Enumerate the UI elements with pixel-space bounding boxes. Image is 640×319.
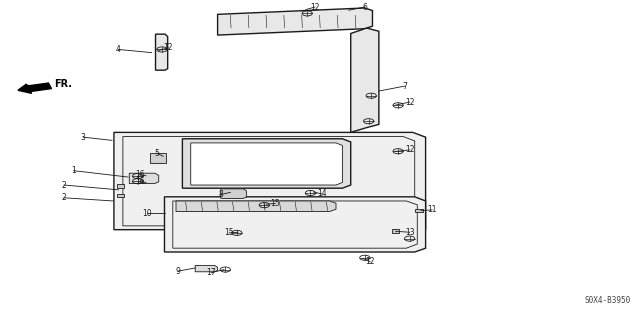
Text: 4: 4: [116, 45, 121, 54]
Text: 12: 12: [310, 3, 319, 11]
Polygon shape: [195, 265, 218, 272]
Polygon shape: [218, 8, 372, 35]
Polygon shape: [351, 28, 379, 132]
Text: 8: 8: [218, 190, 223, 199]
Polygon shape: [191, 143, 342, 185]
Text: FR.: FR.: [54, 78, 72, 89]
Text: 12: 12: [405, 98, 414, 107]
Text: 7: 7: [402, 82, 407, 91]
Polygon shape: [164, 197, 426, 252]
Polygon shape: [182, 139, 351, 188]
Text: S0X4-B3950: S0X4-B3950: [584, 296, 630, 305]
Polygon shape: [173, 201, 417, 248]
Text: 2: 2: [61, 193, 67, 202]
Text: 10: 10: [142, 209, 152, 218]
Polygon shape: [129, 173, 159, 183]
Text: 5: 5: [154, 149, 159, 158]
Text: 14: 14: [317, 189, 327, 198]
Bar: [392, 229, 399, 233]
Text: 16: 16: [134, 170, 145, 179]
Bar: [415, 209, 423, 212]
Text: 6: 6: [362, 3, 367, 11]
Polygon shape: [156, 34, 168, 70]
Polygon shape: [150, 153, 166, 163]
Text: 2: 2: [61, 181, 67, 189]
Text: 12: 12: [164, 43, 173, 52]
Polygon shape: [114, 132, 426, 230]
Text: 13: 13: [404, 228, 415, 237]
Text: 1: 1: [71, 166, 76, 175]
Bar: [116, 184, 124, 188]
Bar: [116, 194, 124, 197]
Text: 15: 15: [270, 199, 280, 208]
Text: 3: 3: [81, 133, 86, 142]
Text: 11: 11: [428, 205, 436, 214]
FancyArrow shape: [18, 83, 51, 93]
Polygon shape: [176, 201, 336, 211]
Polygon shape: [221, 189, 246, 198]
Text: 9: 9: [175, 267, 180, 276]
Polygon shape: [123, 137, 415, 226]
Text: 15: 15: [224, 228, 234, 237]
Text: 16: 16: [134, 177, 145, 186]
Text: 17: 17: [206, 268, 216, 277]
Text: 12: 12: [405, 145, 414, 154]
Text: 12: 12: [365, 257, 374, 266]
